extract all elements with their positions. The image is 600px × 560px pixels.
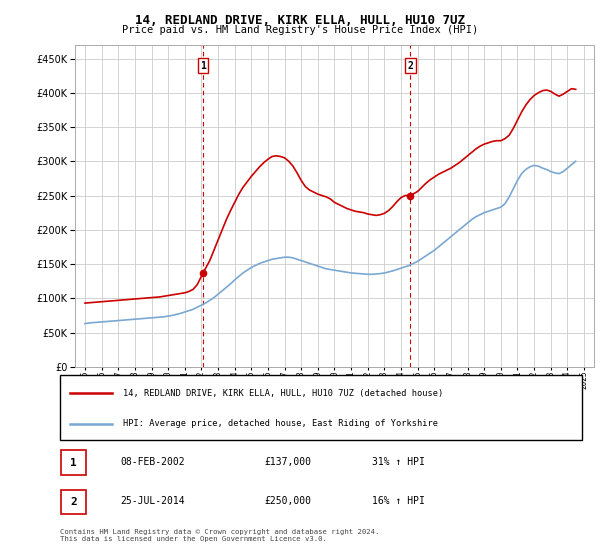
Text: HPI: Average price, detached house, East Riding of Yorkshire: HPI: Average price, detached house, East… bbox=[122, 419, 437, 428]
Text: 14, REDLAND DRIVE, KIRK ELLA, HULL, HU10 7UZ: 14, REDLAND DRIVE, KIRK ELLA, HULL, HU10… bbox=[135, 14, 465, 27]
Text: 08-FEB-2002: 08-FEB-2002 bbox=[120, 457, 185, 467]
Text: 2: 2 bbox=[407, 60, 413, 71]
Text: Contains HM Land Registry data © Crown copyright and database right 2024.
This d: Contains HM Land Registry data © Crown c… bbox=[60, 529, 379, 542]
Text: £137,000: £137,000 bbox=[264, 457, 311, 467]
Text: 1: 1 bbox=[70, 458, 77, 468]
FancyBboxPatch shape bbox=[61, 489, 86, 514]
Text: 2: 2 bbox=[70, 497, 77, 507]
Text: 1: 1 bbox=[200, 60, 206, 71]
FancyBboxPatch shape bbox=[61, 450, 86, 475]
Text: 16% ↑ HPI: 16% ↑ HPI bbox=[372, 496, 425, 506]
FancyBboxPatch shape bbox=[60, 375, 582, 440]
Text: 14, REDLAND DRIVE, KIRK ELLA, HULL, HU10 7UZ (detached house): 14, REDLAND DRIVE, KIRK ELLA, HULL, HU10… bbox=[122, 389, 443, 398]
Text: 25-JUL-2014: 25-JUL-2014 bbox=[120, 496, 185, 506]
Text: 31% ↑ HPI: 31% ↑ HPI bbox=[372, 457, 425, 467]
Text: £250,000: £250,000 bbox=[264, 496, 311, 506]
Text: Price paid vs. HM Land Registry's House Price Index (HPI): Price paid vs. HM Land Registry's House … bbox=[122, 25, 478, 35]
